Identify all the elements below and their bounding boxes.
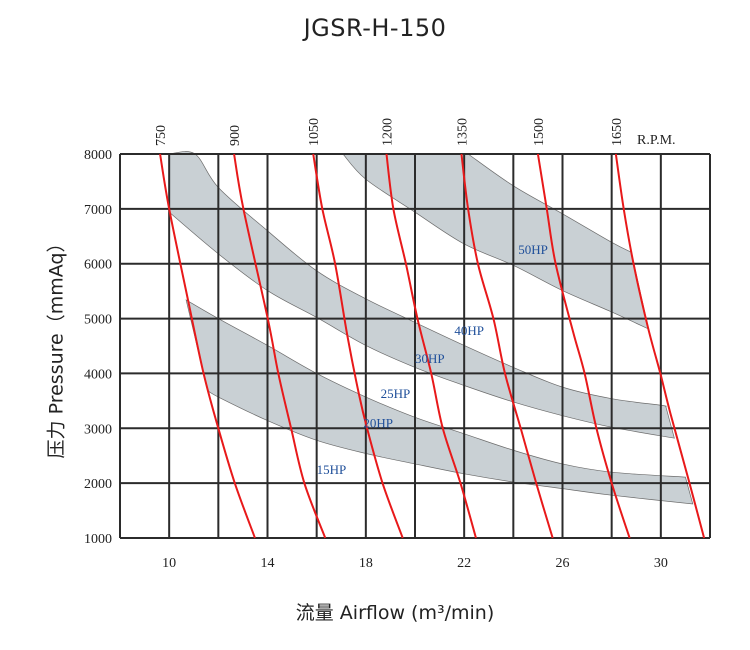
x-tick-label: 26: [556, 556, 570, 571]
rpm-curve-1500: [536, 153, 631, 539]
rpm-label: 900: [228, 125, 243, 146]
rpm-curve-900: [233, 153, 327, 539]
y-tick-label: 4000: [84, 367, 112, 382]
hp-label: 15HP: [317, 462, 347, 477]
rpm-curve-1200: [385, 153, 477, 539]
hp-label: 20HP: [363, 415, 393, 430]
power-band-3: [342, 153, 650, 330]
rpm-unit-label: R.P.M.: [637, 133, 676, 148]
rpm-label: 1050: [307, 118, 322, 146]
y-tick-label: 6000: [84, 258, 112, 273]
rpm-label: 1650: [610, 118, 625, 146]
rpm-label: 1500: [532, 118, 547, 146]
y-tick-label: 8000: [84, 148, 112, 163]
x-tick-label: 30: [654, 556, 668, 571]
x-tick-label: 22: [457, 556, 471, 571]
rpm-curve-1650: [614, 153, 706, 539]
hp-label: 50HP: [518, 242, 548, 257]
hp-label: 25HP: [381, 386, 411, 401]
rpm-curve-750: [159, 153, 256, 539]
y-tick-label: 7000: [84, 203, 112, 218]
y-tick-label: 1000: [84, 532, 112, 547]
rpm-curve-1050: [312, 153, 404, 539]
rpm-curve-1350: [460, 153, 554, 539]
y-tick-label: 3000: [84, 422, 112, 437]
x-tick-label: 18: [359, 556, 373, 571]
rpm-label: 750: [154, 125, 169, 146]
hp-label: 30HP: [415, 351, 445, 366]
rpm-label: 1350: [455, 118, 470, 146]
y-tick-label: 5000: [84, 313, 112, 328]
rpm-label: 1200: [380, 118, 395, 146]
x-axis-label: 流量 Airflow (m³/min): [295, 602, 495, 624]
x-tick-label: 14: [261, 556, 275, 571]
y-tick-label: 2000: [84, 477, 112, 492]
hp-label: 40HP: [454, 323, 484, 338]
chart-title: JGSR-H-150: [303, 14, 447, 42]
x-tick-label: 10: [162, 556, 176, 571]
